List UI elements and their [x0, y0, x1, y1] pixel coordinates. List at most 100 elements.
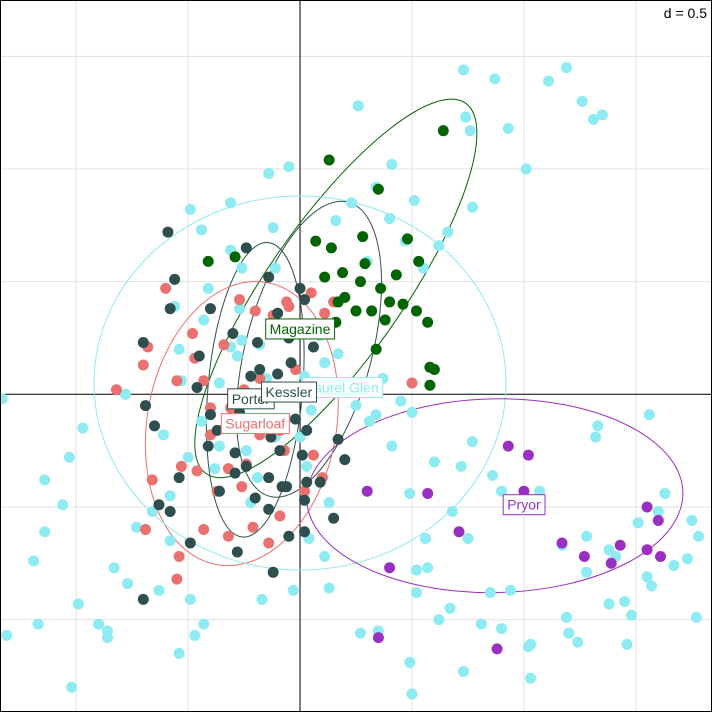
point-laurel-glen	[231, 350, 243, 362]
point-sugarloaf	[236, 481, 248, 493]
point-laurel-glen	[466, 201, 478, 213]
point-laurel-glen	[164, 490, 176, 502]
label-text-porter: Porter	[232, 391, 270, 407]
point-laurel-glen	[119, 388, 131, 400]
point-magazine	[359, 258, 371, 270]
point-pryor	[518, 485, 530, 497]
point-laurel-glen	[256, 593, 268, 605]
point-porter	[263, 503, 275, 515]
label-box-kessler	[260, 381, 318, 403]
point-porter	[191, 382, 203, 394]
point-magazine	[372, 183, 384, 195]
point-porter	[169, 273, 181, 285]
point-magazine	[357, 231, 369, 243]
point-kessler	[272, 307, 284, 319]
point-porter	[202, 440, 214, 452]
point-kessler	[274, 445, 286, 457]
label-pryor: Pryor	[502, 494, 546, 516]
point-laurel-glen	[534, 485, 546, 497]
point-sugarloaf	[198, 375, 210, 387]
point-kessler	[204, 303, 216, 315]
label-text-kessler: Kessler	[265, 384, 312, 400]
point-laurel-glen	[251, 472, 263, 484]
point-laurel-glen	[496, 623, 508, 635]
point-laurel-glen	[462, 533, 474, 545]
point-kessler	[301, 476, 313, 488]
point-magazine	[229, 251, 241, 263]
point-laurel-glen	[350, 400, 362, 412]
point-magazine	[370, 343, 382, 355]
point-magazine	[366, 305, 378, 317]
point-sugarloaf	[160, 282, 172, 294]
point-kessler	[164, 505, 176, 517]
point-laurel-glen	[646, 580, 658, 592]
point-laurel-glen	[433, 240, 445, 252]
point-magazine	[390, 269, 402, 281]
point-laurel-glen	[487, 469, 499, 481]
point-laurel-glen	[213, 377, 225, 389]
point-kessler	[251, 336, 263, 348]
point-laurel-glen	[659, 487, 671, 499]
point-pryor	[361, 485, 373, 497]
point-sugarloaf	[110, 384, 122, 396]
point-laurel-glen	[690, 611, 702, 623]
point-laurel-glen	[202, 282, 214, 294]
point-laurel-glen	[319, 357, 331, 369]
point-laurel-glen	[576, 95, 588, 107]
point-kessler	[211, 424, 223, 436]
label-kessler: Kessler	[260, 381, 318, 403]
point-magazine	[323, 154, 335, 166]
point-laurel-glen	[466, 436, 478, 448]
point-laurel-glen	[404, 656, 416, 668]
point-porter	[240, 460, 252, 472]
point-pryor	[384, 562, 396, 574]
point-laurel-glen	[581, 530, 593, 542]
point-laurel-glen	[428, 456, 440, 468]
point-porter	[173, 472, 185, 484]
point-kessler	[162, 226, 174, 238]
point-kessler	[137, 593, 149, 605]
point-laurel-glen	[164, 535, 176, 547]
point-laurel-glen	[196, 224, 208, 236]
point-laurel-glen	[352, 100, 364, 112]
point-laurel-glen	[198, 314, 210, 326]
point-laurel-glen	[386, 440, 398, 452]
point-magazine	[339, 291, 351, 303]
point-laurel-glen	[475, 618, 487, 630]
point-laurel-glen	[641, 571, 653, 583]
point-laurel-glen	[457, 64, 469, 76]
point-laurel-glen	[196, 415, 208, 427]
label-box-magazine	[265, 318, 336, 340]
point-kessler	[290, 413, 302, 425]
point-magazine	[354, 276, 366, 288]
point-magazine	[397, 298, 409, 310]
point-laurel-glen	[301, 460, 313, 472]
label-text-magazine: Magazine	[270, 321, 331, 337]
point-laurel-glen	[354, 627, 366, 639]
point-magazine	[319, 271, 331, 283]
point-laurel-glen	[108, 562, 120, 574]
point-laurel-glen	[234, 303, 246, 315]
point-sugarloaf	[218, 339, 230, 351]
point-laurel-glen	[563, 627, 575, 639]
label-box-sugarloaf	[220, 413, 290, 435]
point-kessler	[283, 530, 295, 542]
point-laurel-glen	[236, 334, 248, 346]
point-pryor	[578, 551, 590, 563]
point-laurel-glen	[319, 551, 331, 563]
point-laurel-glen	[283, 161, 295, 173]
point-laurel-glen	[444, 602, 456, 614]
point-kessler	[140, 400, 152, 412]
label-text-sugarloaf: Sugarloaf	[225, 416, 285, 432]
point-pryor	[655, 551, 667, 563]
point-porter	[193, 350, 205, 362]
point-laurel-glen	[457, 665, 469, 677]
point-laurel-glen	[157, 429, 169, 441]
point-laurel-glen	[323, 582, 335, 594]
point-sugarloaf	[283, 300, 295, 312]
label-text-laurel-glen: Laurel Glen	[306, 380, 378, 396]
point-porter	[263, 472, 275, 484]
point-sugarloaf	[254, 373, 266, 385]
point-laurel-glen	[294, 431, 306, 443]
